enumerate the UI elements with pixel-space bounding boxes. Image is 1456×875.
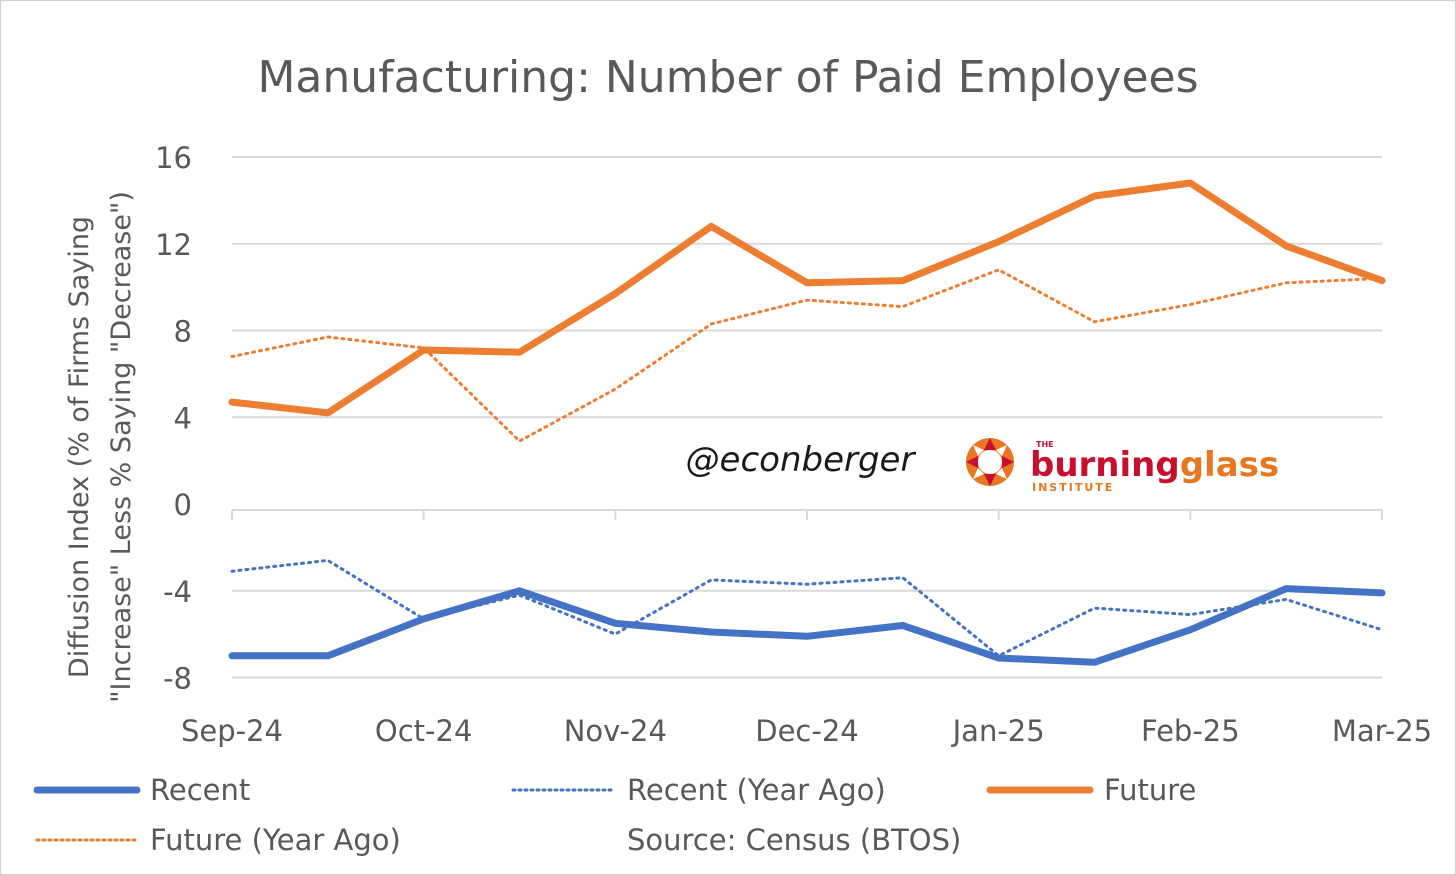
legend-label-recent: Recent bbox=[150, 773, 250, 807]
y-axis-title-line-2: "Increase" Less % Saying "Decrease") bbox=[106, 191, 137, 703]
y-tick-label-1: 12 bbox=[155, 228, 192, 262]
y-tick-label-3: 4 bbox=[174, 401, 192, 435]
series-line-recent bbox=[228, 585, 1386, 666]
y-tick-label-2: 8 bbox=[174, 315, 192, 349]
legend-label-future: Future bbox=[1104, 773, 1196, 807]
series-line-future bbox=[228, 179, 1386, 417]
y-tick-label-6: -8 bbox=[163, 662, 192, 696]
x-tick-label-5: Feb-25 bbox=[1141, 714, 1240, 748]
legend-item-recent-year-ago: Recent (Year Ago) bbox=[511, 773, 886, 807]
logo-institute: INSTITUTE bbox=[1032, 481, 1114, 494]
series-line-future-year-ago bbox=[230, 268, 1384, 443]
x-tick-label-2: Nov-24 bbox=[564, 714, 667, 748]
burning-glass-logo: THE burningglass INSTITUTE bbox=[966, 438, 1279, 494]
logo-wordmark: burningglass bbox=[1030, 445, 1279, 485]
legend: Recent Recent (Year Ago) Future Future (… bbox=[33, 773, 1196, 857]
logo-glass: glass bbox=[1180, 445, 1279, 485]
x-tick-labels: Sep-24 Oct-24 Nov-24 Dec-24 Jan-25 Feb-25 Mar-… bbox=[181, 714, 1432, 748]
chart-title: Manufacturing: Number of Paid Employees bbox=[257, 52, 1198, 103]
logo-the: THE bbox=[1036, 440, 1054, 449]
watermark-handle: @econberger bbox=[686, 440, 917, 480]
x-tick-label-0: Sep-24 bbox=[181, 714, 283, 748]
legend-label-future-year-ago: Future (Year Ago) bbox=[150, 823, 401, 857]
logo-burning: burning bbox=[1030, 445, 1180, 485]
series-lines bbox=[228, 179, 1386, 666]
x-tick-label-1: Oct-24 bbox=[375, 714, 473, 748]
y-tick-label-5: -4 bbox=[163, 575, 192, 609]
gridlines bbox=[232, 156, 1382, 679]
y-axis-title-line-1: Diffusion Index (% of Firms Saying bbox=[64, 216, 95, 678]
x-tick-label-3: Dec-24 bbox=[755, 714, 858, 748]
legend-item-future: Future bbox=[986, 773, 1196, 807]
x-tick-label-4: Jan-25 bbox=[951, 714, 1045, 748]
legend-label-recent-year-ago: Recent (Year Ago) bbox=[627, 773, 886, 807]
y-axis-title: Diffusion Index (% of Firms Saying "Incr… bbox=[64, 191, 137, 703]
y-tick-label-0: 16 bbox=[155, 141, 192, 175]
sun-icon bbox=[966, 438, 1014, 486]
x-axis bbox=[231, 509, 1383, 520]
source-note: Source: Census (BTOS) bbox=[627, 823, 961, 857]
x-tick-label-6: Mar-25 bbox=[1332, 714, 1432, 748]
y-tick-label-4: 0 bbox=[174, 488, 192, 522]
legend-item-future-year-ago: Future (Year Ago) bbox=[35, 823, 401, 857]
series-line-recent-year-ago bbox=[230, 558, 1384, 658]
y-tick-labels: 16 12 8 4 0 -4 -8 bbox=[155, 141, 192, 696]
legend-item-recent: Recent bbox=[33, 773, 250, 807]
